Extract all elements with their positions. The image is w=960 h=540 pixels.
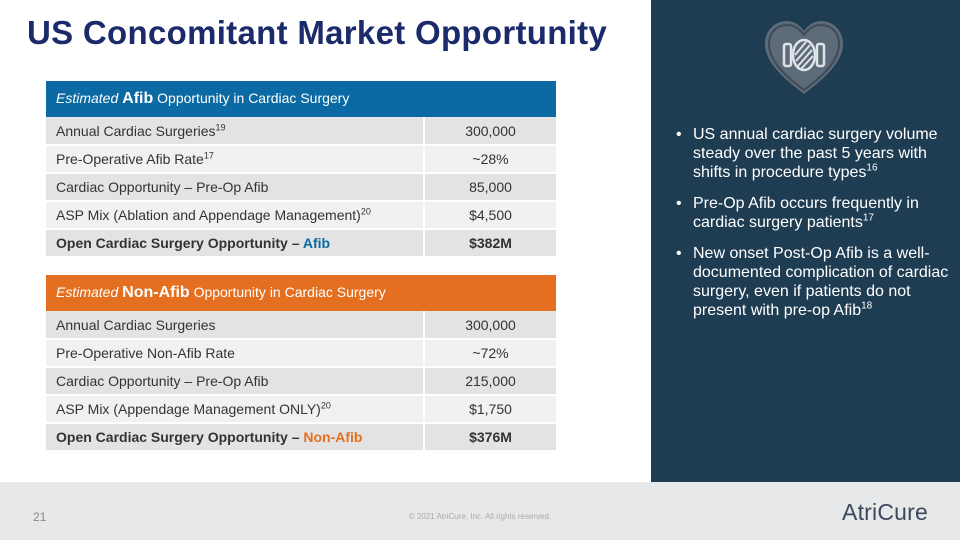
total-highlight: Afib (302, 235, 331, 251)
row-label: ASP Mix (Ablation and Appendage Manageme… (56, 207, 361, 223)
page-number: 21 (33, 510, 47, 524)
table-row: Annual Cardiac Surgeries 300,000 (46, 311, 556, 340)
row-value: 300,000 (423, 311, 556, 340)
table-row: ASP Mix (Ablation and Appendage Manageme… (46, 201, 556, 230)
total-value: $376M (423, 422, 556, 452)
bullet-text: Pre-Op Afib occurs frequently in cardiac… (693, 195, 919, 231)
row-footnote: 20 (360, 206, 371, 217)
row-footnote: 19 (215, 121, 226, 132)
table-row: Pre-Operative Afib Rate17 ~28% (46, 145, 556, 174)
heart-device-icon (765, 21, 843, 94)
row-footnote: 17 (203, 150, 214, 161)
row-value: 215,000 (423, 367, 556, 396)
bullet-list: US annual cardiac surgery volume steady … (673, 125, 953, 332)
header-prefix: Estimated (56, 90, 119, 106)
table-row: Cardiac Opportunity – Pre-Op Afib 215,00… (46, 367, 556, 396)
table-header: Estimated Afib Opportunity in Cardiac Su… (46, 81, 556, 117)
slide-footer: 21 © 2021 AtriCure, Inc. All rights rese… (0, 482, 960, 540)
atricure-logo: AtriCure (842, 499, 928, 525)
table-row: Cardiac Opportunity – Pre-Op Afib 85,000 (46, 173, 556, 202)
table-row: Pre-Operative Non-Afib Rate ~72% (46, 339, 556, 368)
table-row: ASP Mix (Appendage Management ONLY)20 $1… (46, 395, 556, 424)
row-footnote: 20 (320, 400, 331, 411)
row-value: ~28% (423, 145, 556, 174)
total-row: Open Cardiac Surgery Opportunity – Non-A… (46, 422, 556, 452)
row-label: Annual Cardiac Surgeries (56, 122, 216, 139)
afib-opportunity-table: Estimated Afib Opportunity in Cardiac Su… (46, 81, 556, 258)
header-suffix: Opportunity in Cardiac Surgery (157, 90, 350, 106)
row-label: Cardiac Opportunity – Pre-Op Afib (56, 373, 269, 389)
bullet-text: US annual cardiac surgery volume steady … (693, 126, 938, 181)
list-item: US annual cardiac surgery volume steady … (673, 125, 953, 182)
bullet-text: New onset Post-Op Afib is a well-documen… (693, 245, 949, 319)
row-value: $4,500 (423, 201, 556, 230)
row-label: Pre-Operative Non-Afib Rate (56, 345, 235, 361)
total-value: $382M (423, 228, 556, 258)
bullet-footnote: 16 (866, 162, 878, 174)
list-item: Pre-Op Afib occurs frequently in cardiac… (673, 194, 953, 232)
row-label: Pre-Operative Afib Rate (56, 151, 204, 167)
row-value: ~72% (423, 339, 556, 368)
table-header: Estimated Non-Afib Opportunity in Cardia… (46, 275, 556, 311)
bullet-footnote: 18 (861, 300, 873, 312)
header-prefix: Estimated (56, 284, 119, 300)
total-row: Open Cardiac Surgery Opportunity – Afib … (46, 228, 556, 258)
row-label: ASP Mix (Appendage Management ONLY) (56, 401, 321, 417)
bullet-footnote: 17 (862, 212, 874, 224)
total-label: Open Cardiac Surgery Opportunity – (56, 235, 300, 251)
row-value: 85,000 (423, 173, 556, 202)
header-suffix: Opportunity in Cardiac Surgery (193, 284, 386, 300)
nonafib-opportunity-table: Estimated Non-Afib Opportunity in Cardia… (46, 275, 556, 452)
row-label: Cardiac Opportunity – Pre-Op Afib (56, 179, 269, 195)
row-value: $1,750 (423, 395, 556, 424)
copyright-notice: © 2021 AtriCure, Inc. All rights reserve… (408, 512, 552, 521)
slide-title: US Concomitant Market Opportunity (27, 14, 608, 51)
header-bold: Afib (122, 90, 154, 107)
total-label: Open Cardiac Surgery Opportunity – (56, 429, 300, 445)
total-highlight: Non-Afib (303, 429, 363, 445)
table-row: Annual Cardiac Surgeries19 300,000 (46, 117, 556, 146)
list-item: New onset Post-Op Afib is a well-documen… (673, 244, 953, 320)
row-value: 300,000 (423, 117, 556, 146)
header-bold: Non-Afib (122, 284, 190, 301)
insights-panel: US annual cardiac surgery volume steady … (651, 0, 960, 482)
row-label: Annual Cardiac Surgeries (56, 316, 216, 333)
